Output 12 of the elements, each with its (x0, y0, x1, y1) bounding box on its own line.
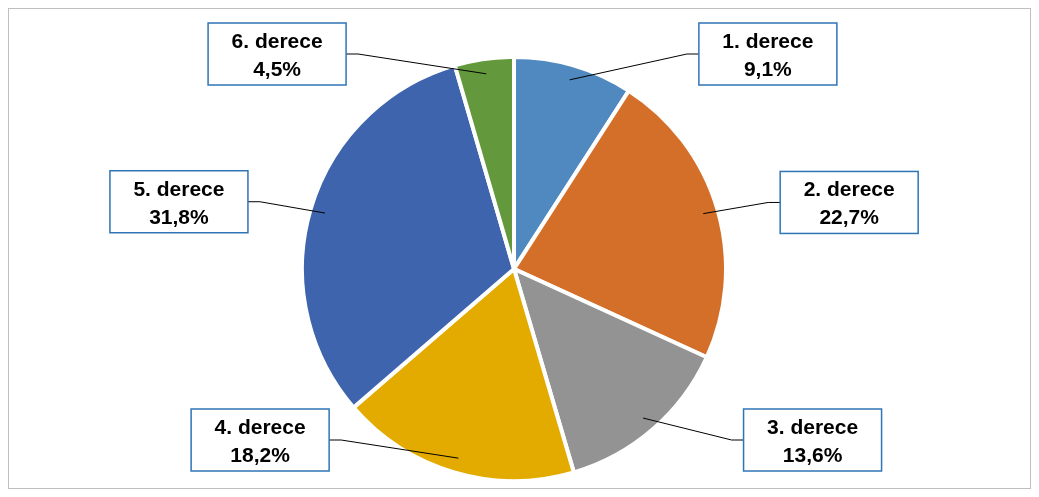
slice-label: 1. derece (722, 29, 814, 52)
slice-label: 3. derece (767, 415, 859, 438)
data-label: 22,7% (819, 205, 880, 229)
data-label: 31,8% (149, 204, 210, 228)
slice-label: 2. derece (803, 177, 895, 201)
slice-label: 5. derece (133, 176, 225, 200)
slice-label: 6. derece (231, 29, 323, 52)
slice-label: 4. derece (214, 415, 306, 438)
data-label: 9,1% (743, 57, 793, 80)
data-label: 4,5% (253, 57, 302, 80)
data-label: 18,2% (230, 443, 291, 466)
data-label: 13,6% (782, 443, 843, 466)
